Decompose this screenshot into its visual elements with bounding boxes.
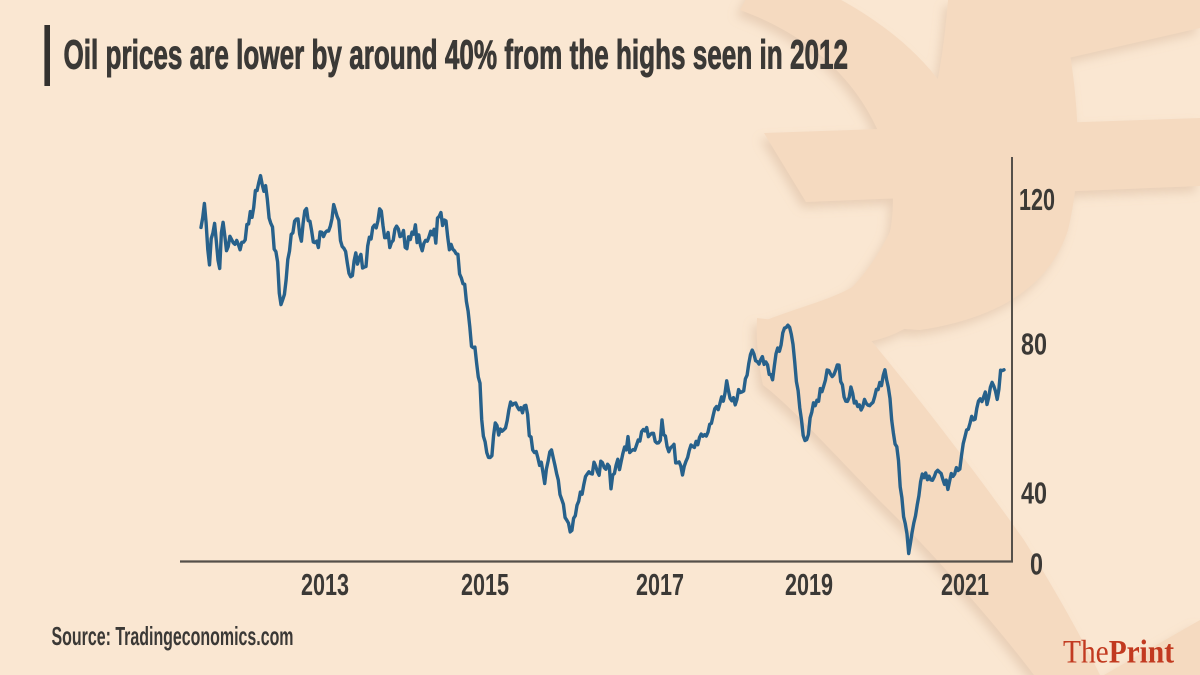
- svg-text:2019: 2019: [785, 567, 833, 602]
- svg-text:Oil prices are lower by around: Oil prices are lower by around 40% from …: [64, 32, 849, 78]
- svg-text:40: 40: [1021, 476, 1047, 511]
- svg-text:120: 120: [1019, 182, 1055, 217]
- svg-text:2021: 2021: [941, 567, 989, 602]
- svg-text:80: 80: [1021, 327, 1047, 362]
- svg-text:Source: Tradingeconomics.com: Source: Tradingeconomics.com: [52, 621, 294, 651]
- svg-text:2013: 2013: [301, 567, 349, 602]
- svg-text:2017: 2017: [636, 567, 684, 602]
- svg-text:2015: 2015: [461, 567, 509, 602]
- svg-text:0: 0: [1030, 547, 1043, 582]
- svg-text:ThePrint: ThePrint: [1063, 634, 1174, 670]
